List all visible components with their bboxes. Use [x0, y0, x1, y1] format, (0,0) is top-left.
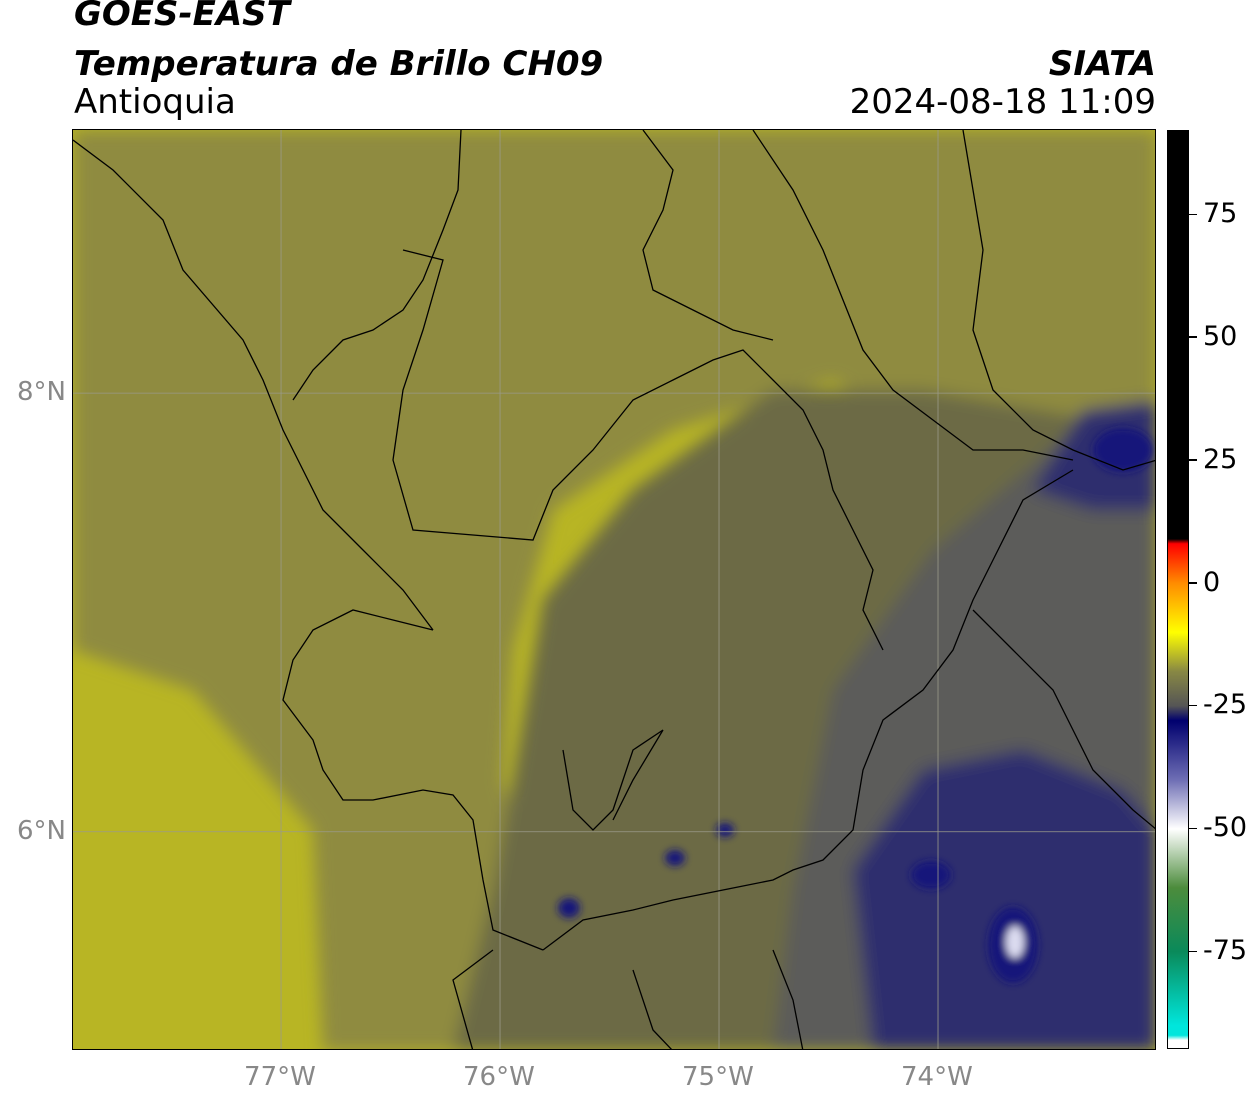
colorbar-gradient: [1168, 131, 1188, 1048]
antioquia-border-south: [542, 469, 1074, 951]
temperature-field: [73, 130, 1155, 1049]
dept-border-e: [962, 130, 1155, 471]
colorbar-canvas: [1168, 131, 1188, 1048]
dept-border-se: [972, 609, 1155, 830]
lat-tick-label: 6°N: [17, 815, 66, 846]
colorbar-tick-label: -25: [1203, 689, 1248, 721]
convective-cores: [558, 428, 1153, 983]
lon-tick-label: 74°W: [901, 1062, 973, 1092]
datetime-label: 2024-08-18 11:09: [849, 82, 1156, 122]
colorbar-tick-label: 50: [1203, 320, 1238, 352]
lat-tick-label: 8°N: [17, 377, 66, 408]
lon-tick-label: 76°W: [463, 1062, 535, 1092]
coastline-uraba: [73, 139, 434, 631]
satellite-title: GOES-EAST: [74, 0, 290, 34]
colorbar-tick-mark: [1189, 950, 1197, 953]
dept-border-ne: [752, 130, 1074, 461]
olive-cloud-region: [73, 130, 1155, 1049]
core-c2: [665, 850, 685, 866]
core-c3: [716, 823, 734, 837]
dept-border-n: [642, 130, 774, 341]
colorbar-tick-mark: [1189, 336, 1197, 338]
map-canvas: [73, 130, 1155, 1049]
colorbar-tick-mark: [1189, 704, 1197, 707]
lon-tick-label: 75°W: [682, 1062, 754, 1092]
map-gridlines: [73, 130, 1155, 1049]
navy-storm-region: [853, 750, 1155, 1049]
antioquia-border-west: [282, 609, 544, 951]
lon-tick-label: 77°W: [244, 1062, 316, 1092]
colorbar-tick-mark: [1189, 582, 1197, 584]
political-boundaries: [73, 130, 1155, 1049]
satellite-map: [72, 129, 1156, 1050]
antioquia-border-north: [392, 249, 884, 651]
region-title: Antioquia: [74, 82, 236, 122]
gulf-coast: [292, 130, 462, 401]
dept-border-s: [452, 949, 804, 1049]
colorbar-tick-label: 0: [1203, 566, 1221, 598]
colorbar-tick-label: -75: [1203, 935, 1248, 967]
core-c1: [558, 898, 580, 918]
colorbar: [1167, 130, 1189, 1049]
core-se-white: [1006, 926, 1024, 958]
metro-valley-borders: [562, 729, 664, 831]
core-e: [911, 861, 951, 889]
colorbar-tick-mark: [1189, 827, 1197, 830]
product-title: Temperatura de Brillo CH09: [74, 44, 604, 84]
colorbar-tick-label: 25: [1203, 443, 1238, 475]
colorbar-tick-mark: [1189, 459, 1197, 461]
colorbar-tick-label: -50: [1203, 812, 1248, 844]
agency-label: SIATA: [1048, 44, 1156, 84]
colorbar-tick-label: 75: [1203, 198, 1238, 230]
colorbar-tick-mark: [1189, 213, 1197, 216]
core-ne: [1093, 428, 1153, 472]
